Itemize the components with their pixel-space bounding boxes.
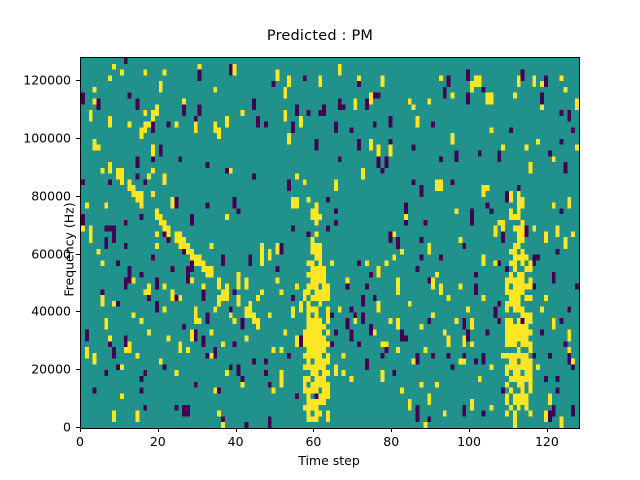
heatmap-canvas[interactable]	[81, 58, 579, 428]
y-tick-label: 80000	[31, 188, 71, 204]
x-tick-label: 80	[383, 434, 400, 449]
y-tick-mark	[76, 253, 80, 255]
x-tick-mark	[546, 428, 548, 432]
y-tick-mark	[76, 311, 80, 313]
y-tick-label: 120000	[23, 72, 71, 88]
y-tick-label: 60000	[31, 246, 71, 262]
x-tick-label: 120	[534, 434, 559, 449]
y-tick-mark	[76, 195, 80, 197]
y-tick-label: 100000	[23, 130, 71, 146]
y-tick-mark	[76, 369, 80, 371]
x-tick-label: 40	[227, 434, 244, 449]
x-tick-label: 100	[457, 434, 481, 449]
y-axis-label: Frequency (Hz)	[61, 202, 77, 297]
x-tick-label: 20	[149, 434, 166, 449]
y-tick-label: 40000	[31, 303, 71, 319]
heatmap-plot-area[interactable]	[80, 57, 580, 429]
x-axis-label: Time step	[298, 453, 360, 468]
y-tick-label: 20000	[31, 361, 71, 377]
x-tick-mark	[469, 428, 471, 432]
y-tick-mark	[76, 137, 80, 139]
y-tick-mark	[76, 427, 80, 428]
x-tick-mark	[235, 428, 237, 432]
x-tick-mark	[80, 428, 81, 432]
y-tick-label: 0	[63, 419, 71, 435]
page-title: Predicted : PM	[266, 28, 374, 44]
y-tick-mark	[76, 80, 80, 82]
x-tick-label: 0	[76, 434, 84, 449]
x-tick-mark	[391, 428, 393, 432]
x-tick-label: 60	[305, 434, 322, 449]
x-tick-mark	[157, 428, 159, 432]
x-tick-mark	[313, 428, 315, 432]
